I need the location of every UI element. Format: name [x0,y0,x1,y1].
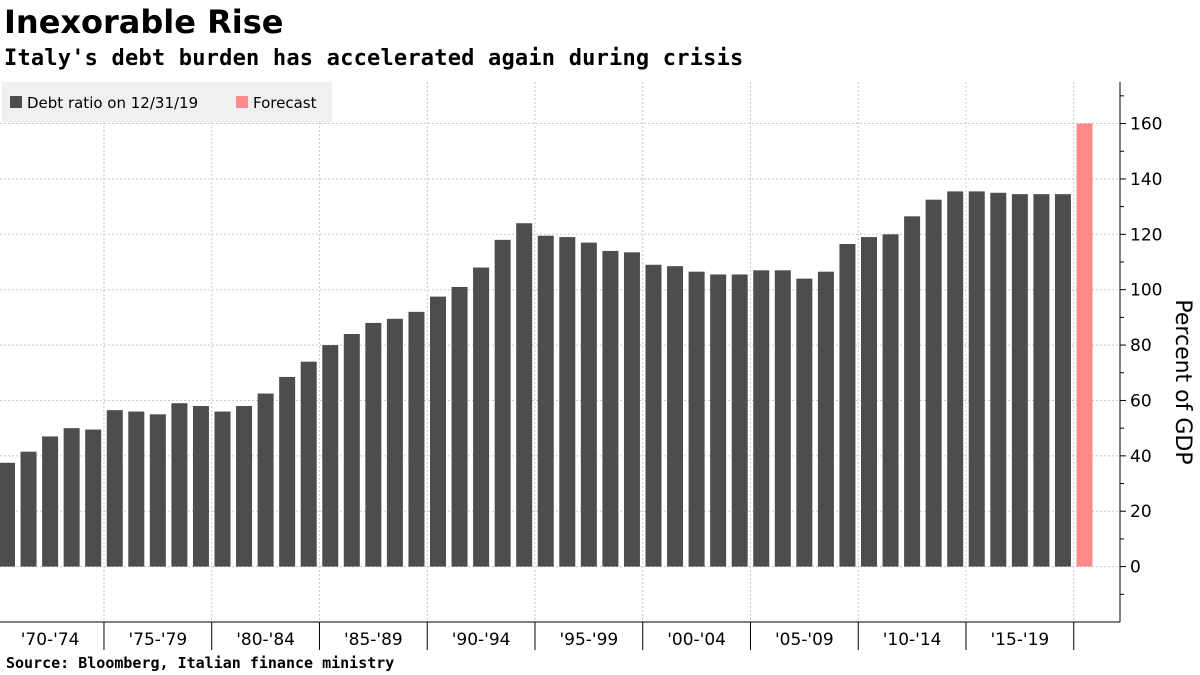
bar-debt-ratio [473,267,490,567]
bar-debt-ratio [1033,194,1050,567]
legend: Debt ratio on 12/31/19 Forecast [2,82,332,122]
bar-debt-ratio [386,318,403,567]
bar-debt-ratio [861,237,877,567]
y-tick-label: 100 [1130,281,1162,301]
y-tick-label: 160 [1130,115,1162,135]
x-tick-label: '90-'94 [452,630,511,650]
x-tick-label: '95-'99 [559,630,618,650]
bar-debt-ratio [42,436,59,567]
bar-debt-ratio [817,271,834,567]
bar-debt-ratio [1054,194,1071,567]
y-tick-label: 20 [1130,502,1152,522]
bar-debt-ratio [731,274,748,567]
bar-debt-ratio [516,223,533,567]
bar-debt-ratio [279,376,296,567]
bar-debt-ratio [602,250,619,567]
bar-debt-ratio [494,239,511,567]
bar-debt-ratio [710,274,727,567]
bar-debt-ratio [645,264,662,567]
bar-debt-ratio [85,429,102,567]
bar-debt-ratio [192,406,209,567]
y-axis-label: Percent of GDP [1170,299,1195,464]
legend-label-debt-ratio: Debt ratio on 12/31/19 [27,94,198,112]
y-tick-label: 80 [1130,336,1152,356]
y-tick-label: 60 [1130,391,1152,411]
x-tick-label: '00-'04 [667,630,726,650]
bar-debt-ratio [0,462,15,567]
axes: 0 20 40 60 80 100 120 140 160 '70-'74 '75-'79 '80-'… [0,82,1162,650]
y-tick-label: 120 [1130,225,1162,245]
bar-debt-ratio [106,410,123,567]
bar-debt-ratio [559,237,576,567]
bar-debt-ratio [882,234,899,567]
bar-debt-ratio [171,403,188,567]
bar-debt-ratio [408,311,425,567]
bar-debt-ratio [537,235,554,567]
bar-debt-ratio [430,296,446,567]
bar-debt-ratio [300,361,317,567]
bar-debt-ratio [904,216,921,567]
bar-forecast [1076,123,1093,567]
legend-swatch-debt-ratio [10,96,22,108]
source-note: Source: Bloomberg, Italian finance minis… [6,654,395,672]
bar-debt-ratio [688,271,705,567]
bar-debt-ratio [1011,194,1028,567]
bar-debt-ratio [343,334,360,567]
bar-debt-ratio [990,192,1007,567]
bar-debt-ratio [20,451,37,567]
bar-debt-ratio [236,406,253,567]
bar-debt-ratio [947,191,964,567]
bar-debt-ratio [451,286,468,567]
x-tick-label: '10-'14 [883,630,942,650]
bar-debt-ratio [753,270,770,567]
bar-debt-ratio [149,414,166,567]
x-tick-label: '75-'79 [128,630,187,650]
bar-debt-ratio [774,270,791,567]
x-tick-label: '70-'74 [21,630,80,650]
x-tick-label: '15-'19 [990,630,1049,650]
chart-subtitle: Italy's debt burden has accelerated agai… [4,46,744,71]
bar-debt-ratio [580,242,597,567]
bar-debt-ratio [667,266,684,567]
x-tick-label: '80-'84 [236,630,295,650]
bars [0,123,1093,567]
y-tick-label: 140 [1130,170,1162,190]
bar-debt-ratio [925,199,942,567]
chart-title: Inexorable Rise [4,3,284,41]
bar-debt-ratio [322,345,339,567]
bar-debt-ratio [128,411,145,567]
y-tick-label: 0 [1130,558,1141,578]
legend-label-forecast: Forecast [253,94,317,112]
x-tick-label: '85-'89 [344,630,403,650]
bar-debt-ratio [365,322,382,567]
x-tick-label: '05-'09 [775,630,834,650]
bar-debt-ratio [214,411,231,567]
bar-debt-ratio [257,393,274,567]
bar-debt-ratio [968,191,985,567]
bar-debt-ratio [796,278,813,567]
bar-debt-ratio [623,252,640,567]
bar-debt-ratio [63,428,80,567]
y-tick-label: 40 [1130,447,1152,467]
legend-background [2,82,332,122]
bar-debt-ratio [839,244,856,567]
legend-swatch-forecast [236,96,248,108]
